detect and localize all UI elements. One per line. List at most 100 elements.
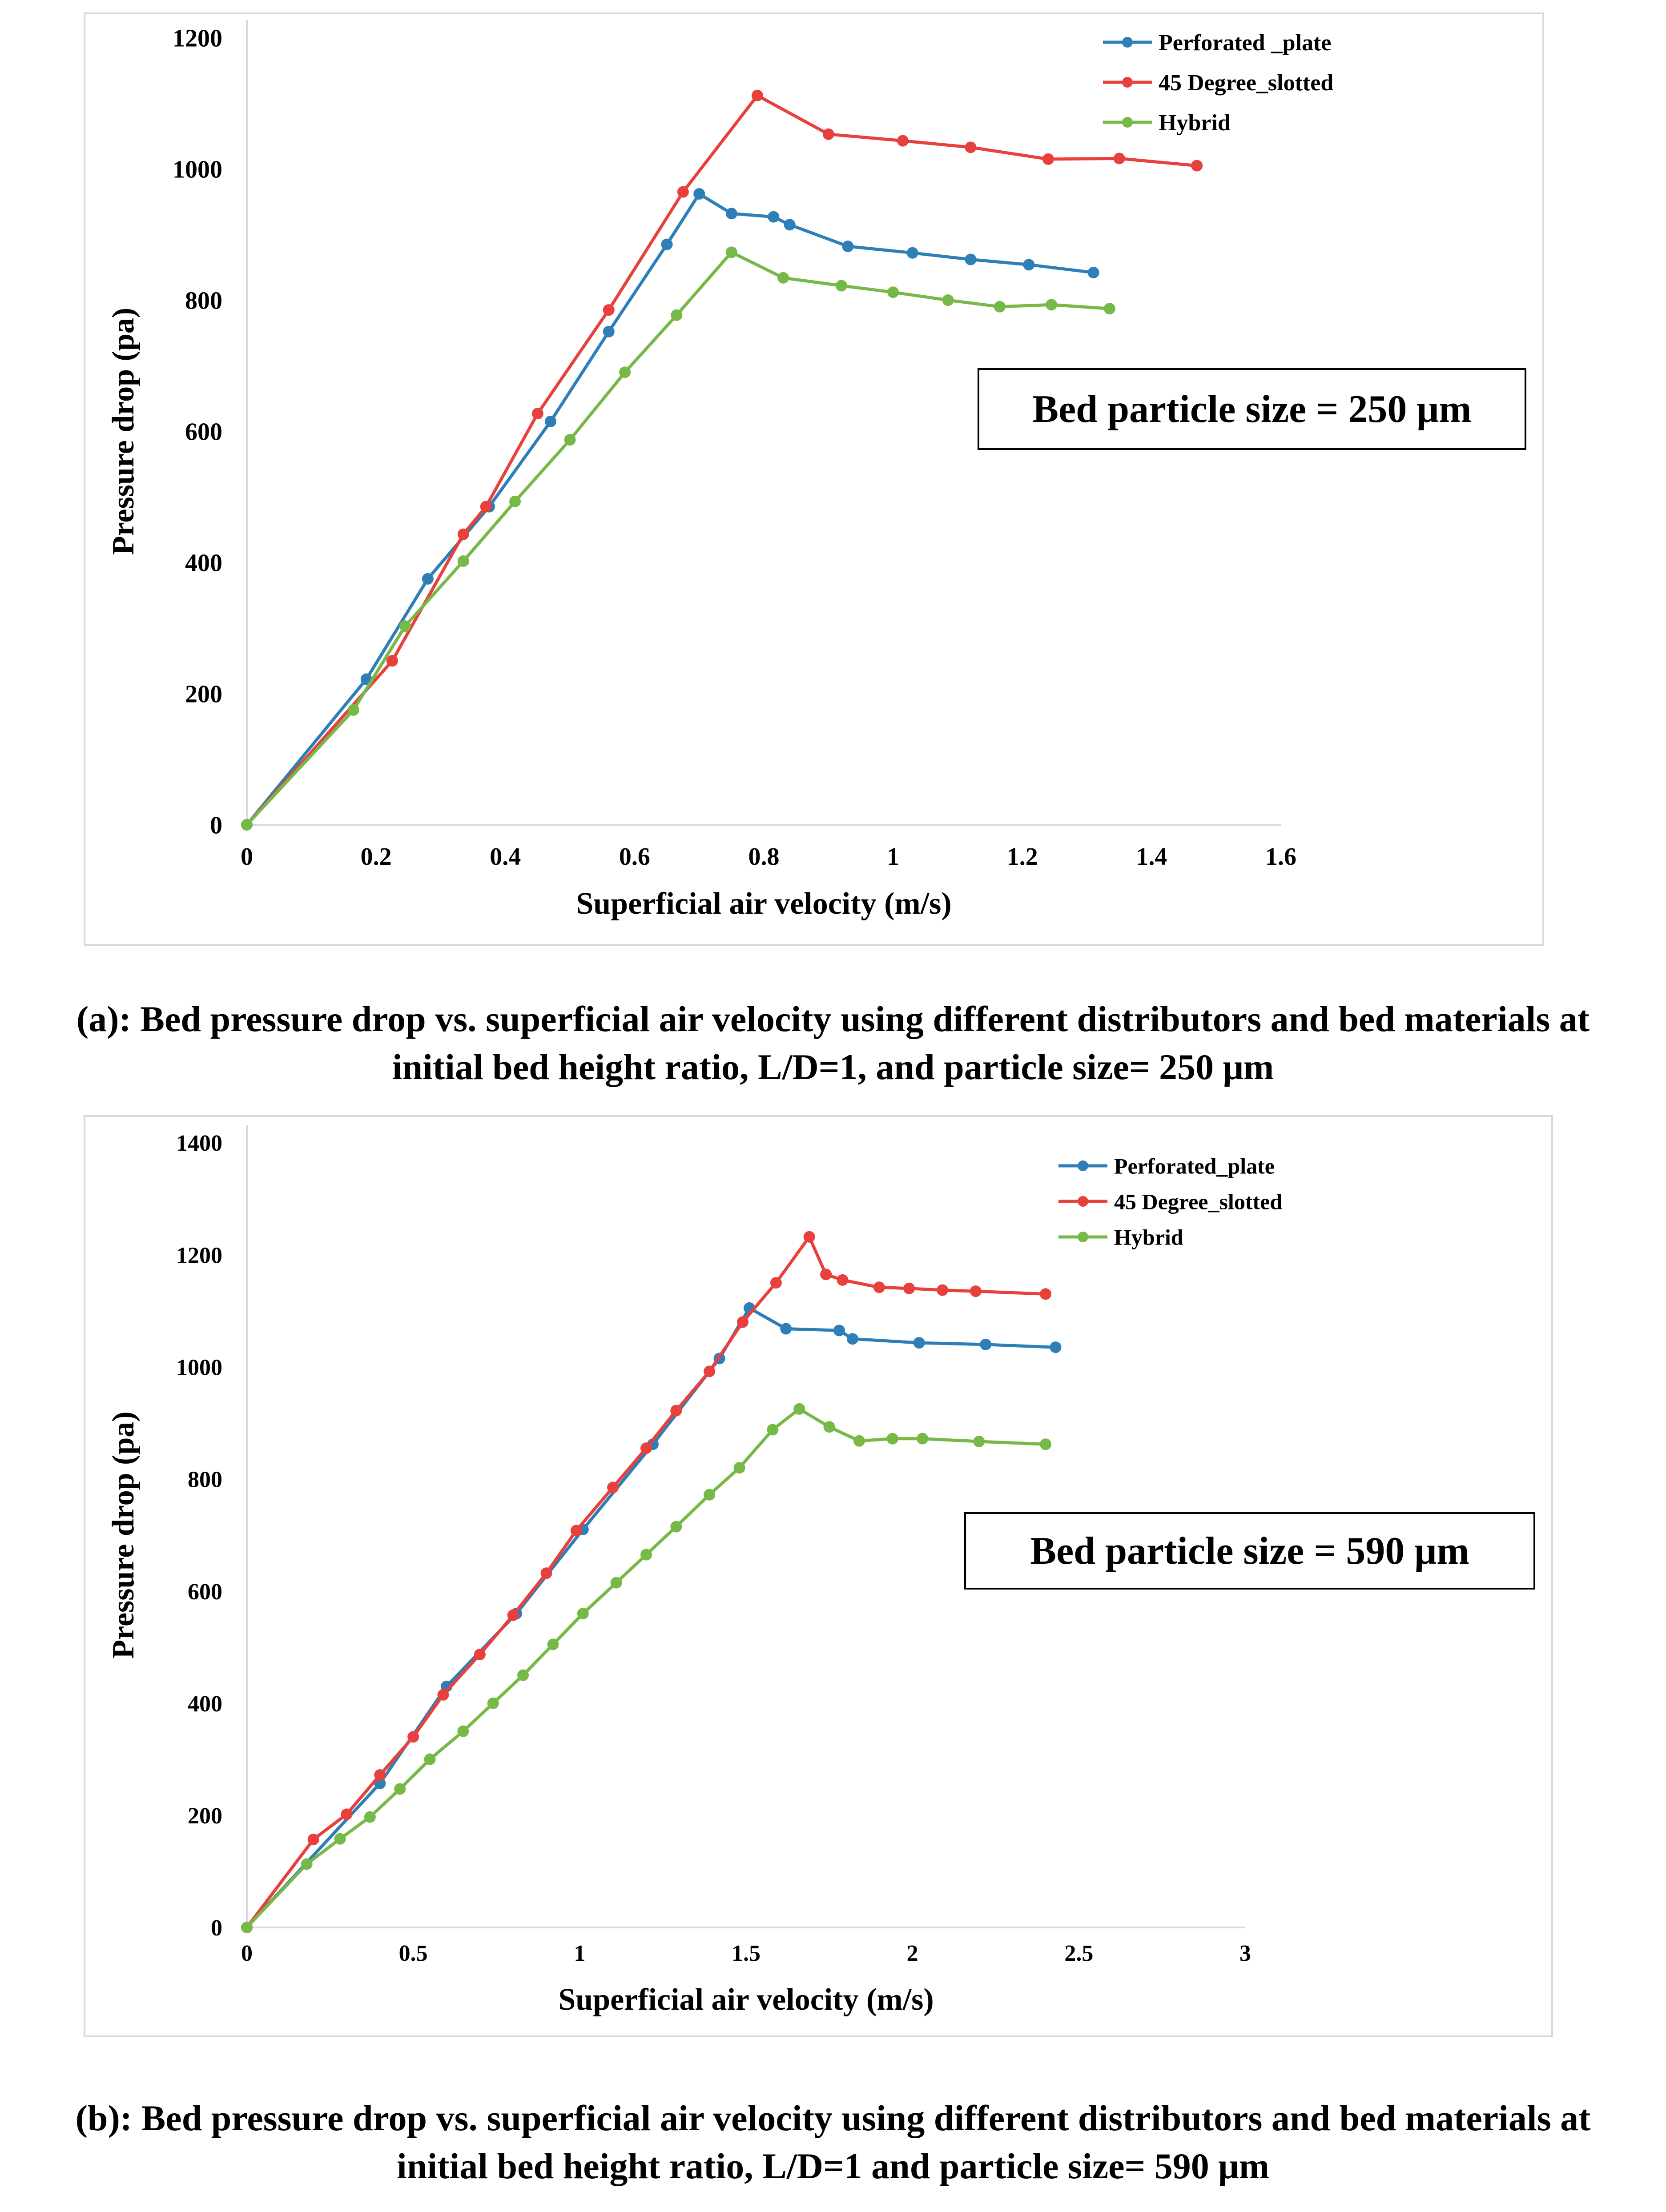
chart-frame xyxy=(84,12,1544,946)
data-point xyxy=(531,408,543,420)
data-point xyxy=(661,238,673,250)
data-point xyxy=(980,1338,992,1350)
data-point xyxy=(733,1462,745,1474)
data-point xyxy=(970,1285,982,1297)
data-point xyxy=(347,704,359,716)
data-point xyxy=(913,1337,925,1349)
y-tick-label: 1000 xyxy=(173,156,222,184)
data-point xyxy=(1023,259,1035,271)
data-point xyxy=(507,1609,519,1621)
data-point xyxy=(853,1435,865,1447)
caption-b-line-1: (b): Bed pressure drop vs. superficial a… xyxy=(75,2098,1591,2138)
x-tick-label: 0.8 xyxy=(748,843,780,871)
data-point xyxy=(1040,1288,1051,1300)
data-point xyxy=(640,1442,652,1454)
data-point xyxy=(474,1649,486,1661)
x-tick-label: 0.4 xyxy=(490,843,521,871)
data-point xyxy=(937,1284,949,1296)
data-point xyxy=(517,1669,529,1681)
data-point xyxy=(364,1811,376,1823)
chart-a: 0 200 400 600 800 1000 1200 0 0.2 0.4 0.6 0.8 1 1.2 1.… xyxy=(84,12,1544,946)
data-point xyxy=(619,366,631,378)
x-tick-label: 1 xyxy=(574,1941,585,1966)
y-tick-label: 1400 xyxy=(176,1131,222,1156)
annotation-text: Bed particle size = 590 μm xyxy=(1030,1530,1469,1573)
data-point xyxy=(341,1808,353,1820)
legend-label: 45 Degree_slotted xyxy=(1114,1189,1282,1214)
data-point xyxy=(424,1753,436,1765)
x-tick-label: 0 xyxy=(241,1941,253,1966)
data-point xyxy=(307,1834,319,1846)
data-point xyxy=(547,1638,559,1650)
data-point xyxy=(1113,153,1125,165)
data-point xyxy=(334,1833,346,1845)
data-point xyxy=(784,219,796,231)
x-tick-label: 0.5 xyxy=(399,1941,428,1966)
chart-panel-a: 0 200 400 600 800 1000 1200 0 0.2 0.4 0.6 0.8 1 1.2 1.… xyxy=(0,0,1666,1089)
data-point xyxy=(457,528,469,540)
data-point xyxy=(835,280,847,292)
data-point xyxy=(457,1725,469,1737)
data-point xyxy=(768,211,780,223)
y-tick-label: 200 xyxy=(185,681,222,708)
y-tick-label: 600 xyxy=(188,1579,222,1605)
data-point xyxy=(640,1549,652,1561)
x-tick-label: 1.4 xyxy=(1136,843,1167,871)
chart-b: 0 200 400 600 800 1000 1200 1400 0 0.5 1 1.5 2 2.5 3 Su… xyxy=(84,1115,1553,2037)
data-point xyxy=(422,573,434,585)
data-point xyxy=(846,1333,858,1345)
y-tick-label: 200 xyxy=(188,1803,222,1829)
legend-label: Hybrid xyxy=(1114,1225,1183,1250)
data-point xyxy=(607,1481,619,1493)
caption-a: (a): Bed pressure drop vs. superficial a… xyxy=(0,995,1666,1091)
data-point xyxy=(564,434,576,446)
legend-label: Hybrid xyxy=(1159,110,1231,136)
data-point xyxy=(917,1433,929,1445)
y-tick-label: 0 xyxy=(211,1915,222,1941)
x-tick-label: 0.6 xyxy=(619,843,650,871)
data-point xyxy=(942,294,954,306)
data-point xyxy=(1040,1438,1051,1450)
data-point xyxy=(241,819,253,831)
data-point xyxy=(770,1277,782,1289)
data-point xyxy=(725,246,737,258)
y-tick-label: 600 xyxy=(185,418,222,446)
data-point xyxy=(693,188,705,200)
caption-b-line-2: initial bed height ratio, L/D=1 and part… xyxy=(396,2146,1270,2186)
y-axis-title: Pressure drop (pa) xyxy=(106,1411,141,1658)
data-point xyxy=(241,1922,253,1933)
data-point xyxy=(994,301,1006,313)
data-point xyxy=(823,1421,835,1433)
data-point xyxy=(577,1608,589,1619)
data-point xyxy=(886,1433,898,1445)
data-point xyxy=(394,1783,406,1795)
x-tick-label: 1 xyxy=(887,843,899,871)
annotation-text: Bed particle size = 250 μm xyxy=(1032,388,1471,431)
data-point xyxy=(965,253,977,265)
chart-panel-b: 0 200 400 600 800 1000 1200 1400 0 0.5 1 1.5 2 2.5 3 Su… xyxy=(0,1103,1666,2212)
caption-a-line-2: initial bed height ratio, L/D=1, and par… xyxy=(392,1047,1274,1087)
legend-swatch-marker xyxy=(1122,117,1133,128)
data-point xyxy=(822,128,834,140)
data-point xyxy=(780,1323,792,1335)
y-tick-label: 1200 xyxy=(173,25,222,52)
data-point xyxy=(386,655,398,667)
y-tick-label: 800 xyxy=(188,1467,222,1493)
data-point xyxy=(767,1424,779,1436)
data-point xyxy=(704,1489,716,1501)
series-line-3 xyxy=(245,250,1110,826)
data-point xyxy=(399,620,411,632)
data-point xyxy=(803,1231,815,1243)
legend-label: Perforated _plate xyxy=(1159,30,1331,56)
legend-swatch-marker xyxy=(1122,37,1133,48)
annotation-box xyxy=(964,1512,1535,1590)
data-point xyxy=(407,1731,419,1743)
data-point xyxy=(965,141,977,153)
data-point xyxy=(793,1403,805,1415)
data-point xyxy=(903,1282,915,1294)
data-point xyxy=(374,1769,386,1781)
data-point xyxy=(777,272,789,284)
data-point xyxy=(301,1858,313,1870)
y-tick-label: 400 xyxy=(185,550,222,577)
y-tick-label: 800 xyxy=(185,287,222,315)
